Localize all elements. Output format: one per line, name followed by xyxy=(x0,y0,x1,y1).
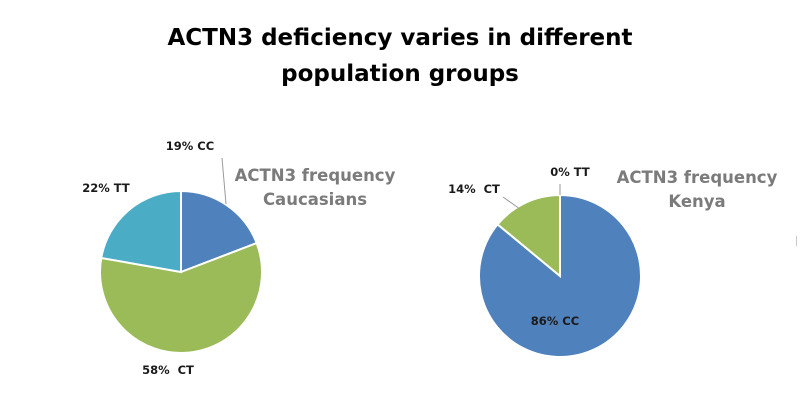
pie-2-leader-ct xyxy=(502,196,521,210)
pie-1-slice-cc xyxy=(180,189,258,274)
edge-divider xyxy=(796,236,799,246)
pie-1-label-cc: 19% CC xyxy=(166,139,214,153)
pie-1-leader-cc xyxy=(221,157,227,205)
page-title-line-1: ACTN3 deficiency varies in different xyxy=(167,25,633,51)
pie-2-title: ACTN3 frequency Kenya xyxy=(617,168,778,211)
pie-1-label-ct: 58% CT xyxy=(142,363,194,377)
pie-1-slice-tt xyxy=(100,189,182,274)
pie-1-label-tt: 22% TT xyxy=(82,181,130,195)
pie-2-label-cc: 86% CC xyxy=(531,314,579,328)
pie-2-slice-ct xyxy=(496,193,561,279)
pie-1-title: ACTN3 frequency Caucasians xyxy=(235,166,396,209)
page-title: ACTN3 deficiency varies in different pop… xyxy=(0,20,800,92)
pie-1-slice-ct xyxy=(99,241,263,354)
pie-2-label-tt: 0% TT xyxy=(550,165,590,179)
page-title-line-2: population groups xyxy=(281,61,519,87)
pie-2-label-ct: 14% CT xyxy=(448,182,500,196)
